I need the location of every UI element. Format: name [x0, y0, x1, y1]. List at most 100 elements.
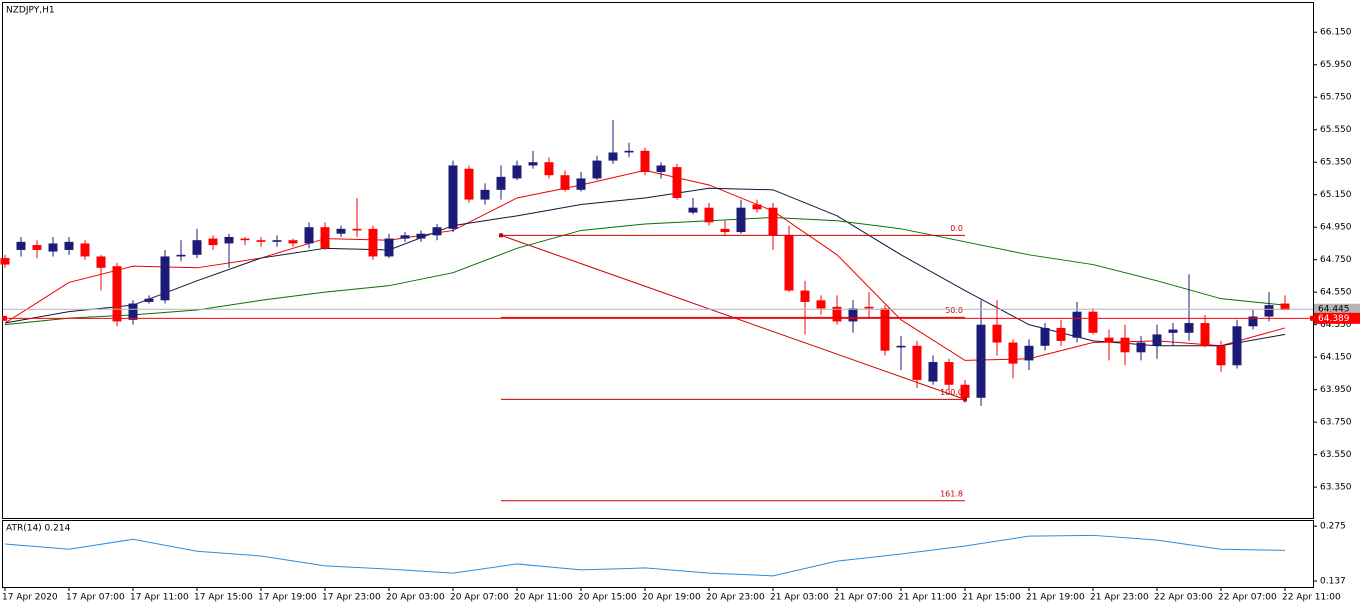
candle-body	[1264, 305, 1274, 317]
candle-body	[1056, 327, 1066, 341]
candle-body	[48, 243, 58, 252]
x-tick-label: 20 Apr 23:00	[706, 593, 765, 603]
candle-body	[688, 207, 698, 213]
x-tick-label: 22 Apr 03:00	[1154, 593, 1213, 603]
candle-body	[336, 228, 346, 234]
atr-title: ATR(14) 0.214	[6, 524, 71, 534]
bid-tag	[1314, 312, 1360, 324]
candle-body	[432, 227, 442, 236]
candle-body	[272, 240, 282, 242]
bid-tag-label: 64.389	[1318, 314, 1350, 324]
candle-body	[640, 150, 650, 172]
candle-body	[1200, 323, 1210, 346]
y-tick-label: 63.750	[1320, 418, 1352, 428]
candle-body	[224, 236, 234, 244]
candle-body	[496, 176, 506, 190]
candle-body	[352, 228, 362, 231]
atr-frame	[2, 520, 1314, 588]
candle-body	[864, 306, 874, 309]
candle-body	[96, 256, 106, 268]
candle-body	[176, 254, 186, 257]
candle-body	[416, 233, 426, 239]
fibo-level-label: 161.8	[940, 489, 963, 498]
y-tick-label: 64.150	[1320, 353, 1352, 363]
candle-body	[1152, 334, 1162, 346]
fibo-level-label: 100.0	[940, 388, 963, 397]
candle-body	[768, 207, 778, 236]
ask-tag-label: 64.445	[1318, 305, 1350, 315]
candle-body	[944, 362, 954, 385]
candle-body	[1248, 316, 1258, 327]
candle-body	[608, 152, 618, 161]
candle-body	[736, 207, 746, 233]
x-tick-label: 20 Apr 03:00	[386, 593, 445, 603]
candle-body	[1104, 337, 1114, 343]
bid-marker	[2, 315, 7, 321]
x-tick-label: 20 Apr 11:00	[514, 593, 573, 603]
candle-body	[960, 384, 970, 398]
candle-body	[144, 298, 154, 302]
candle-body	[64, 241, 74, 250]
bid-marker	[1310, 315, 1315, 321]
y-tick-label: 65.750	[1320, 93, 1352, 103]
y-tick-label: 0.137	[1320, 577, 1346, 587]
candle-body	[112, 266, 122, 322]
candle-body	[32, 245, 42, 250]
x-tick-label: 17 Apr 19:00	[258, 593, 317, 603]
candle-body	[320, 227, 330, 249]
candle-body	[720, 228, 730, 233]
x-tick-label: 20 Apr 07:00	[450, 593, 509, 603]
candle-body	[1168, 329, 1178, 333]
x-tick-label: 17 Apr 2020	[2, 593, 58, 603]
x-tick-label: 21 Apr 19:00	[1026, 593, 1085, 603]
y-tick-label: 64.350	[1320, 320, 1352, 330]
candle-body	[1280, 303, 1290, 311]
y-tick-label: 0.275	[1320, 522, 1346, 532]
candle-body	[816, 300, 826, 309]
candle-body	[1088, 311, 1098, 333]
candle-body	[240, 238, 250, 241]
x-tick-label: 20 Apr 19:00	[642, 593, 701, 603]
candle-body	[1216, 345, 1226, 366]
candle-body	[368, 228, 378, 257]
y-tick-label: 65.550	[1320, 125, 1352, 135]
candle-body	[160, 256, 170, 301]
candle-body	[848, 308, 858, 322]
candle-body	[512, 165, 522, 179]
y-tick-label: 64.950	[1320, 223, 1352, 233]
candle-body	[480, 189, 490, 200]
y-tick-label: 65.150	[1320, 190, 1352, 200]
y-tick-label: 63.950	[1320, 385, 1352, 395]
candle-body	[1120, 337, 1130, 353]
candle-body	[1024, 345, 1034, 361]
candle-body	[672, 167, 682, 198]
candle-body	[256, 240, 266, 242]
x-tick-label: 21 Apr 07:00	[834, 593, 893, 603]
x-tick-label: 17 Apr 07:00	[66, 593, 125, 603]
candle-body	[192, 240, 202, 255]
candle-body	[528, 162, 538, 166]
y-tick-label: 64.550	[1320, 288, 1352, 298]
candle-body	[128, 303, 138, 320]
candle-body	[928, 362, 938, 382]
candle-body	[624, 150, 634, 153]
candle-body	[880, 308, 890, 351]
candle-body	[1040, 327, 1050, 346]
candle-body	[992, 324, 1002, 343]
candle-body	[448, 165, 458, 229]
fibo-level-label: 50.0	[945, 306, 963, 315]
candle-body	[912, 345, 922, 380]
candle-body	[208, 238, 218, 246]
candle-body	[800, 290, 810, 302]
x-tick-label: 17 Apr 15:00	[194, 593, 253, 603]
y-tick-label: 65.350	[1320, 158, 1352, 168]
candle-body	[384, 238, 394, 257]
y-tick-label: 66.150	[1320, 28, 1352, 38]
ask-tag	[1314, 303, 1360, 315]
candle-body	[16, 241, 26, 250]
x-tick-label: 21 Apr 11:00	[898, 593, 957, 603]
candle-body	[464, 168, 474, 200]
candle-body	[1136, 342, 1146, 353]
candle-body	[752, 204, 762, 210]
moving-average	[4, 187, 1286, 347]
